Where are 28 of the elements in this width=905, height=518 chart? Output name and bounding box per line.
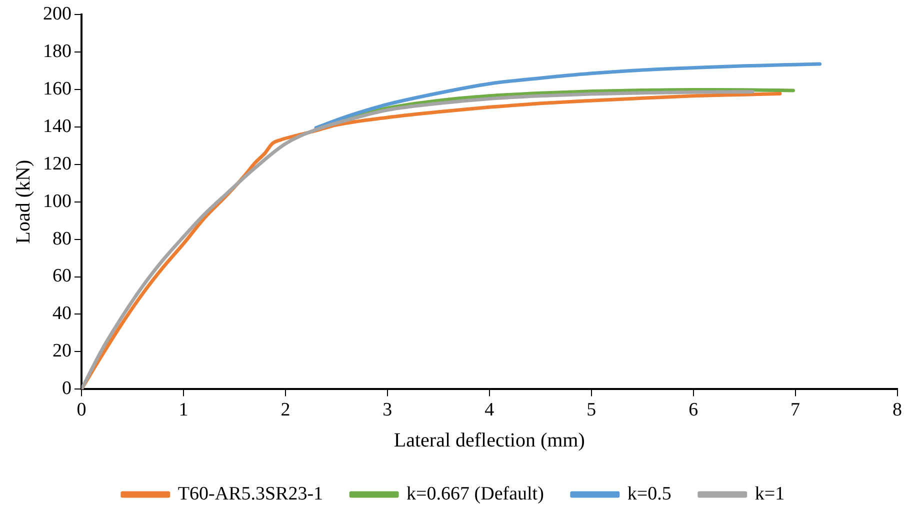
y-tick-label: 200 bbox=[43, 3, 72, 24]
y-tick-label: 140 bbox=[43, 116, 72, 137]
y-tick-label: 160 bbox=[43, 78, 72, 100]
x-tick-label: 4 bbox=[484, 400, 495, 421]
x-tick-label: 1 bbox=[178, 400, 188, 421]
x-tick-label: 5 bbox=[586, 400, 596, 421]
legend-label: k=1 bbox=[754, 483, 785, 504]
x-axis-title: Lateral deflection (mm) bbox=[394, 429, 585, 452]
y-tick-label: 100 bbox=[43, 190, 72, 212]
y-axis-title: Load (kN) bbox=[12, 160, 34, 244]
legend-label: k=0.667 (Default) bbox=[406, 483, 544, 504]
legend-label: T60-AR5.3SR23-1 bbox=[178, 483, 324, 504]
x-tick-label: 6 bbox=[688, 400, 698, 421]
x-tick-label: 0 bbox=[76, 400, 86, 421]
y-tick-label: 60 bbox=[52, 266, 72, 287]
x-tick-label: 2 bbox=[280, 400, 290, 421]
line-series bbox=[344, 88, 795, 120]
x-tick-label: 3 bbox=[382, 400, 392, 421]
y-tick-label: 40 bbox=[52, 303, 72, 324]
legend-label: k=0.5 bbox=[627, 483, 672, 504]
y-tick-label: 0 bbox=[62, 378, 72, 400]
line-series bbox=[314, 62, 822, 130]
y-tick-label: 180 bbox=[43, 40, 72, 62]
y-tick-label: 80 bbox=[52, 228, 72, 250]
x-tick-label: 7 bbox=[790, 400, 800, 421]
x-tick-label: 8 bbox=[892, 400, 902, 421]
y-tick-label: 120 bbox=[43, 153, 72, 174]
y-tick-label: 20 bbox=[52, 340, 72, 362]
